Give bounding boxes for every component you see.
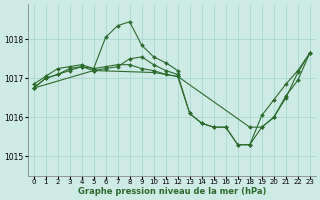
X-axis label: Graphe pression niveau de la mer (hPa): Graphe pression niveau de la mer (hPa) xyxy=(77,187,266,196)
